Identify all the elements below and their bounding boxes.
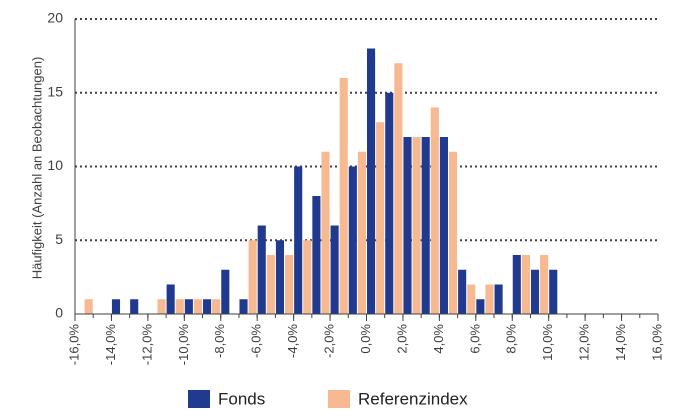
bar: [239, 299, 248, 314]
bar: [212, 299, 221, 314]
bar: [339, 78, 348, 314]
bar: [439, 137, 448, 314]
bar: [540, 255, 549, 314]
x-tick-label: 16,0%: [649, 324, 664, 361]
x-tick-label: 4,0%: [431, 324, 446, 354]
y-tick-label: 0: [55, 305, 63, 321]
bar: [403, 137, 412, 314]
bar: [467, 284, 476, 314]
bar: [485, 284, 494, 314]
x-tick-label: -6,0%: [249, 324, 264, 358]
x-tick-label: 6,0%: [467, 324, 482, 354]
legend-label: Referenzindex: [358, 389, 468, 408]
bar: [193, 299, 203, 314]
x-tick-label: 10,0%: [540, 324, 555, 361]
bar: [303, 240, 312, 314]
bar: [549, 269, 558, 314]
bar: [330, 225, 339, 314]
legend-swatch: [328, 390, 350, 408]
bar: [285, 255, 294, 314]
bar: [376, 122, 385, 314]
x-tick-label: -14,0%: [103, 324, 118, 366]
y-tick-label: 15: [47, 83, 63, 99]
bar: [430, 107, 439, 314]
x-tick-label: -4,0%: [285, 324, 300, 358]
x-tick-label: 0,0%: [358, 324, 373, 354]
x-tick-label: 2,0%: [394, 324, 409, 354]
x-tick-label: -12,0%: [139, 324, 154, 366]
bar: [458, 269, 467, 314]
bar: [248, 240, 257, 314]
y-axis-label: Häufigkeit (Anzahl an Beobachtungen): [29, 57, 44, 280]
x-tick-label: 12,0%: [577, 324, 592, 361]
bar: [348, 166, 357, 314]
x-tick-label: -10,0%: [176, 324, 191, 366]
bar: [521, 255, 530, 314]
legend-swatch: [188, 390, 210, 408]
bar: [84, 299, 93, 314]
bar: [448, 151, 458, 314]
bar: [421, 137, 430, 314]
legend: Fonds Referenzindex: [188, 389, 468, 408]
x-tick-label: -16,0%: [66, 324, 81, 366]
x-tick-label: -2,0%: [322, 324, 337, 358]
x-tick-label: 14,0%: [613, 324, 628, 361]
bar: [494, 284, 503, 314]
bar: [530, 269, 540, 314]
bar: [476, 299, 485, 314]
bar: [312, 196, 321, 314]
x-tick-label: 8,0%: [504, 324, 519, 354]
bar: [111, 299, 121, 314]
bar: [221, 269, 230, 314]
y-tick-label: 5: [55, 231, 63, 247]
bar: [166, 284, 175, 314]
bar: [157, 299, 166, 314]
bar: [412, 137, 421, 314]
bar: [203, 299, 212, 314]
y-tick-label: 20: [47, 10, 63, 26]
bar: [175, 299, 184, 314]
bar: [184, 299, 193, 314]
bar: [130, 299, 139, 314]
bar: [385, 92, 394, 314]
bar: [367, 48, 376, 314]
bar: [394, 63, 403, 314]
bar: [266, 255, 275, 314]
bar: [257, 225, 266, 314]
bar: [512, 255, 521, 314]
legend-label: Fonds: [218, 389, 265, 408]
bar: [275, 240, 285, 314]
bar: [321, 151, 330, 314]
x-tick-label: -8,0%: [212, 324, 227, 358]
bar: [357, 151, 366, 314]
bar: [294, 166, 303, 314]
y-tick-label: 10: [47, 157, 63, 173]
